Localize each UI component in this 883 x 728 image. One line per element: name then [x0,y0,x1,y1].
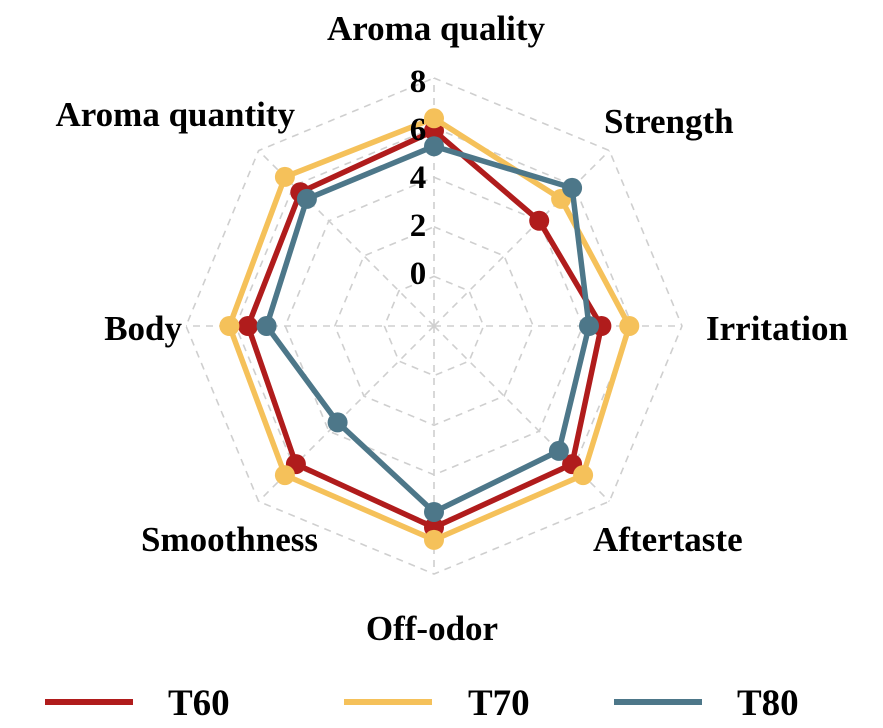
axis-label-aroma-quantity: Aroma quantity [55,95,295,134]
tick-label: 6 [410,112,427,148]
data-point-t80 [424,502,444,522]
legend-label-t60: T60 [168,683,230,724]
legend-item-t60: T60 [45,683,230,724]
tick-label: 0 [410,256,427,292]
axis-labels: Aroma quality Strength Irritation Aftert… [55,9,847,648]
grid-spoke [258,325,435,502]
grid-ring [383,275,485,377]
axis-label-body: Body [104,309,182,348]
series-t80 [256,136,599,522]
tick-label: 4 [410,160,427,196]
data-point-t70 [424,529,444,550]
legend-label-t80: T80 [737,683,799,724]
data-point-t70 [424,108,444,129]
grid-spoke [433,325,610,502]
grid-spoke [258,150,435,327]
data-point-t70 [274,166,295,187]
grid-spoke [433,150,610,327]
legend-label-t70: T70 [468,683,530,724]
axis-label-strength: Strength [604,102,734,141]
grid [185,77,683,575]
axis-label-smoothness: Smoothness [141,520,318,559]
tick-label: 2 [410,208,427,244]
data-point-t60 [238,316,258,336]
grid-ring [333,225,535,427]
legend-item-t80: T80 [614,683,799,724]
data-point-t80 [424,136,444,157]
tick-label: 8 [410,64,427,100]
axis-label-off-odor: Off-odor [366,609,498,648]
legend: T60 T70 T80 [45,683,799,724]
data-point-t70 [274,465,295,486]
data-point-t70 [573,465,594,486]
series-t70 [219,108,640,550]
data-point-t80 [327,412,348,433]
data-point-t80 [548,440,569,461]
data-point-t80 [256,316,277,336]
data-point-t80 [296,188,317,209]
data-point-t80 [562,177,583,198]
series-layer [219,108,640,550]
data-point-t60 [529,210,550,231]
axis-label-aftertaste: Aftertaste [593,520,743,559]
data-point-t80 [579,316,599,336]
radial-ticks: 0 2 4 6 8 [410,64,427,292]
data-point-t70 [219,316,240,336]
data-point-t70 [619,316,640,336]
legend-item-t70: T70 [344,683,530,724]
axis-label-aroma-quality: Aroma quality [327,9,546,48]
axis-label-irritation: Irritation [706,309,848,348]
